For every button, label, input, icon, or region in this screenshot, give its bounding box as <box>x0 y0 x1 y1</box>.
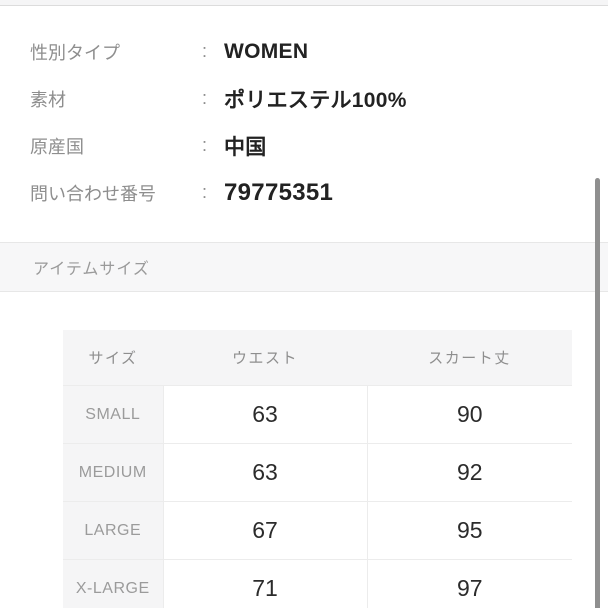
section-title: アイテムサイズ <box>33 261 150 278</box>
detail-colon: : <box>202 135 208 155</box>
table-row-large: LARGE 67 95 <box>63 501 572 560</box>
detail-label: 原産国 <box>30 136 84 157</box>
detail-colon: : <box>202 88 208 108</box>
skirt-length-value-cell: 95 <box>366 501 572 560</box>
column-header-size: サイズ <box>63 330 163 386</box>
size-name-cell: X-LARGE <box>63 559 163 608</box>
table-row-small: SMALL 63 90 <box>63 385 572 444</box>
column-header-skirt-length: スカート丈 <box>367 330 572 386</box>
detail-row-material: 素材 : ポリエステル100% <box>30 75 570 122</box>
column-header-waist: ウエスト <box>163 330 367 386</box>
size-name-cell: SMALL <box>63 385 163 444</box>
skirt-length-value-cell: 92 <box>366 443 572 502</box>
detail-label: 素材 <box>30 89 66 110</box>
waist-value-cell: 63 <box>162 385 367 444</box>
detail-row-gender: 性別タイプ : WOMEN <box>30 28 570 75</box>
table-row-x-large: X-LARGE 71 97 <box>63 559 572 608</box>
detail-colon: : <box>202 41 208 61</box>
size-name-cell: MEDIUM <box>63 443 163 502</box>
section-header-item-size: アイテムサイズ <box>0 242 608 292</box>
detail-label: 性別タイプ <box>30 42 120 63</box>
size-table: サイズ ウエスト スカート丈 SMALL 63 90 MEDIUM 63 92 … <box>63 330 572 608</box>
detail-value: WOMEN <box>224 39 309 63</box>
detail-value: ポリエステル100% <box>224 88 407 112</box>
detail-label: 問い合わせ番号 <box>30 183 156 204</box>
waist-value-cell: 63 <box>162 443 367 502</box>
table-row-medium: MEDIUM 63 92 <box>63 443 572 502</box>
detail-row-origin: 原産国 : 中国 <box>30 122 570 169</box>
detail-value: 中国 <box>224 135 267 159</box>
scrollbar-thumb[interactable] <box>595 178 600 608</box>
size-table-header-row: サイズ ウエスト スカート丈 <box>63 330 572 386</box>
detail-value: 79775351 <box>224 178 334 206</box>
product-details: 性別タイプ : WOMEN 素材 : ポリエステル100% 原産国 : 中国 問… <box>30 28 570 216</box>
waist-value-cell: 71 <box>162 559 367 608</box>
top-divider <box>0 0 608 6</box>
skirt-length-value-cell: 90 <box>366 385 572 444</box>
skirt-length-value-cell: 97 <box>366 559 572 608</box>
waist-value-cell: 67 <box>162 501 367 560</box>
detail-colon: : <box>202 182 208 202</box>
size-name-cell: LARGE <box>63 501 163 560</box>
detail-row-inquiry-number: 問い合わせ番号 : 79775351 <box>30 169 570 216</box>
